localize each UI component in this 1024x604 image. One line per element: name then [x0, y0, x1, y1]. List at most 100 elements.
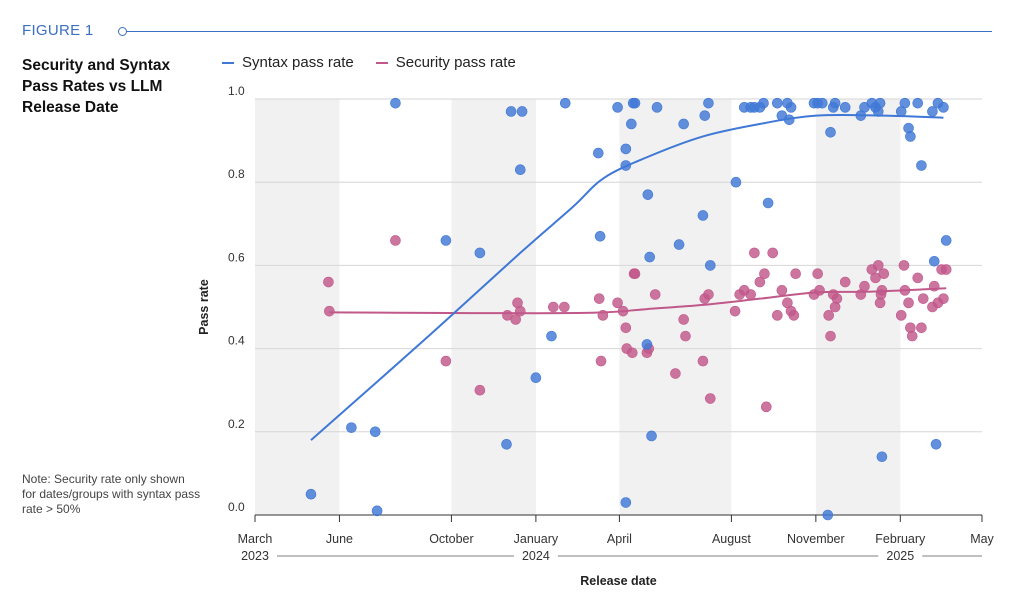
y-tick-label: 1.0 — [228, 84, 245, 98]
security-point — [912, 272, 924, 284]
security-point — [898, 260, 910, 271]
syntax-point — [772, 97, 783, 109]
x-tick-label: March — [238, 532, 273, 546]
security-point — [729, 305, 741, 317]
syntax-point — [369, 426, 381, 438]
security-point — [878, 268, 890, 280]
syntax-point — [703, 97, 714, 109]
security-point — [612, 297, 623, 309]
security-point — [839, 276, 851, 288]
syntax-point — [930, 438, 942, 450]
y-tick-label: 0.0 — [228, 500, 245, 514]
syntax-point — [785, 102, 797, 113]
figure-rule — [120, 31, 992, 32]
band-3 — [815, 99, 901, 515]
security-point — [680, 330, 691, 342]
security-point — [626, 347, 638, 359]
y-tick-label: 0.4 — [228, 334, 245, 348]
security-point — [390, 235, 401, 246]
syntax-point — [905, 131, 916, 142]
syntax-point — [651, 102, 663, 113]
syntax-point — [938, 102, 949, 113]
security-point — [629, 268, 641, 280]
syntax-point — [762, 197, 774, 209]
security-point — [559, 301, 570, 313]
security-point — [759, 268, 770, 280]
security-point — [760, 401, 772, 413]
syntax-point — [305, 488, 317, 500]
syntax-point — [899, 97, 911, 109]
security-point — [903, 297, 914, 309]
figure-label: FIGURE 1 — [22, 22, 94, 39]
security-point — [749, 247, 760, 259]
syntax-point — [673, 239, 685, 250]
syntax-point — [678, 118, 689, 130]
syntax-point — [876, 451, 888, 463]
security-point — [678, 314, 689, 325]
security-point — [772, 310, 783, 321]
legend-item-syntax: Syntax pass rate — [222, 54, 354, 71]
syntax-point — [593, 147, 604, 159]
security-point — [812, 268, 823, 280]
security-point — [704, 393, 716, 404]
syntax-point — [390, 97, 401, 109]
syntax-point — [646, 430, 657, 442]
syntax-point — [501, 438, 512, 450]
security-point — [938, 293, 949, 304]
security-point — [788, 310, 800, 321]
syntax-point — [620, 143, 632, 155]
legend-swatch-security — [375, 61, 388, 64]
syntax-point — [829, 97, 841, 109]
security-trend-line — [329, 287, 947, 315]
security-point — [825, 330, 836, 342]
x-year-label: 2025 — [886, 549, 914, 563]
syntax-point — [514, 164, 526, 176]
security-point — [670, 368, 681, 379]
syntax-point — [629, 97, 641, 109]
security-point — [703, 289, 714, 300]
security-point — [767, 247, 779, 259]
syntax-point — [642, 189, 654, 200]
syntax-point — [699, 110, 711, 121]
syntax-point — [758, 97, 769, 109]
security-point — [906, 330, 918, 342]
x-year-label: 2024 — [522, 549, 550, 563]
security-point — [514, 305, 526, 317]
figure-rule-dot — [118, 27, 127, 36]
security-point — [940, 264, 952, 275]
syntax-point — [704, 260, 716, 271]
chart-title: Security and Syntax Pass Rates vs LLM Re… — [22, 57, 171, 116]
syntax-point — [474, 247, 486, 259]
syntax-point — [530, 372, 542, 384]
security-point — [814, 285, 825, 296]
y-tick-label: 0.6 — [228, 250, 245, 264]
x-tick-label: February — [875, 532, 926, 546]
syntax-point — [730, 176, 742, 188]
security-point — [831, 293, 843, 304]
band-0 — [255, 99, 340, 515]
syntax-point — [371, 505, 383, 517]
syntax-point — [626, 118, 637, 130]
x-tick-label: April — [607, 532, 632, 546]
security-point — [620, 322, 632, 334]
syntax-point — [594, 230, 606, 242]
syntax-point — [928, 255, 940, 267]
security-point — [697, 355, 709, 367]
security-point — [872, 260, 884, 271]
syntax-point — [816, 97, 828, 109]
syntax-point — [440, 235, 452, 246]
syntax-point — [839, 102, 851, 113]
security-point — [510, 314, 521, 325]
legend-swatch-syntax — [222, 61, 234, 64]
syntax-point — [940, 235, 952, 246]
syntax-point — [874, 97, 886, 109]
syntax-point — [505, 106, 517, 117]
legend-label-security: Security pass rate — [395, 54, 516, 71]
chart-note: Note: Security rate only shown for dates… — [22, 472, 201, 516]
security-point — [916, 322, 927, 334]
security-point — [548, 301, 559, 313]
security-point — [823, 310, 835, 321]
x-tick-label: August — [712, 532, 751, 546]
syntax-point — [916, 160, 927, 171]
